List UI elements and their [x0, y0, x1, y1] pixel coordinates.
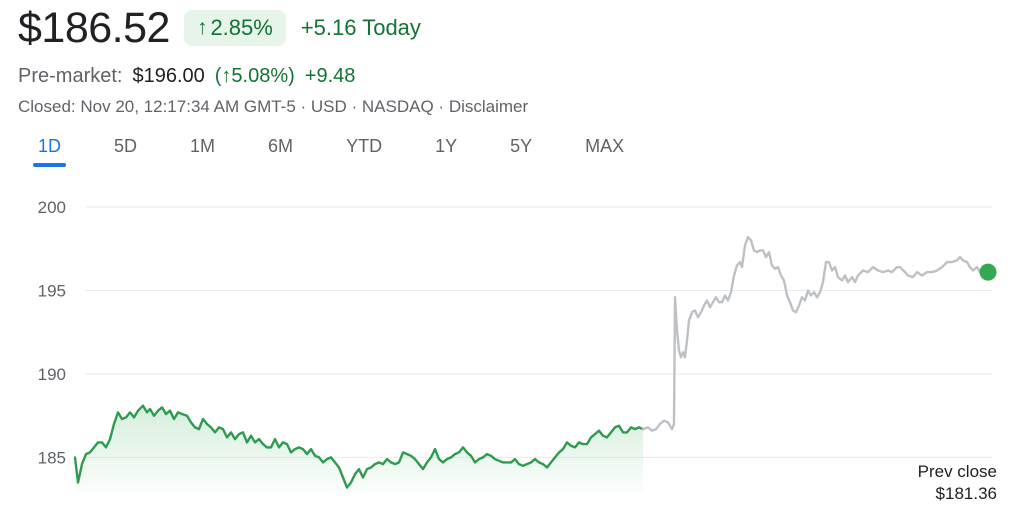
- change-badge: ↑ 2.85%: [183, 10, 286, 46]
- tab-1y[interactable]: 1Y: [435, 136, 458, 156]
- up-arrow-icon: ↑: [196, 16, 208, 39]
- disclaimer-link[interactable]: Disclaimer: [448, 97, 529, 116]
- premarket-change-pct: (↑5.08%): [214, 65, 295, 87]
- tab-ytd[interactable]: YTD: [346, 136, 383, 156]
- prev-close-box: Prev close $181.36: [918, 461, 997, 505]
- change-today: +5.16 Today: [300, 15, 421, 40]
- tab-1m[interactable]: 1M: [190, 136, 216, 156]
- premarket-row: Pre-market: $196.00 (↑5.08%) +9.48: [18, 65, 528, 88]
- area-fill: [75, 405, 643, 493]
- regular-hours-line: [73, 404, 645, 489]
- change-percent: 2.85%: [210, 15, 273, 40]
- after-hours-line: [641, 235, 990, 432]
- quote-header: $186.52 ↑ 2.85% +5.16 Today Pre-market: …: [18, 0, 528, 117]
- y-axis-label: 195: [38, 282, 66, 301]
- premarket-change-abs: +9.48: [304, 65, 356, 87]
- status-text: Closed: Nov 20, 12:17:34 AM GMT-5 · USD …: [18, 97, 449, 116]
- prev-close-value: $181.36: [935, 484, 997, 503]
- y-axis-label: 200: [38, 198, 66, 217]
- status-row: Closed: Nov 20, 12:17:34 AM GMT-5 · USD …: [18, 97, 528, 117]
- tab-bar: 1D 5D 1M 6M YTD 1Y 5Y MAX: [0, 132, 624, 169]
- tab-max[interactable]: MAX: [585, 136, 625, 156]
- grid-layer: 200 195 190 185: [38, 198, 992, 467]
- series-layer: [73, 235, 997, 493]
- tab-5d[interactable]: 5D: [114, 136, 138, 156]
- prev-close-label: Prev close: [917, 462, 997, 481]
- tab-1d[interactable]: 1D: [32, 132, 67, 169]
- premarket-price: $196.00: [132, 65, 205, 87]
- price-text: $186.52: [18, 4, 170, 52]
- premarket-label: Pre-market:: [18, 65, 123, 87]
- price-chart[interactable]: 200 195 190 185: [0, 190, 1031, 500]
- y-axis-label: 190: [38, 365, 66, 384]
- last-price-dot: [979, 263, 997, 281]
- tab-5y[interactable]: 5Y: [510, 136, 533, 156]
- y-axis-label: 185: [38, 448, 66, 467]
- tab-6m[interactable]: 6M: [268, 136, 294, 156]
